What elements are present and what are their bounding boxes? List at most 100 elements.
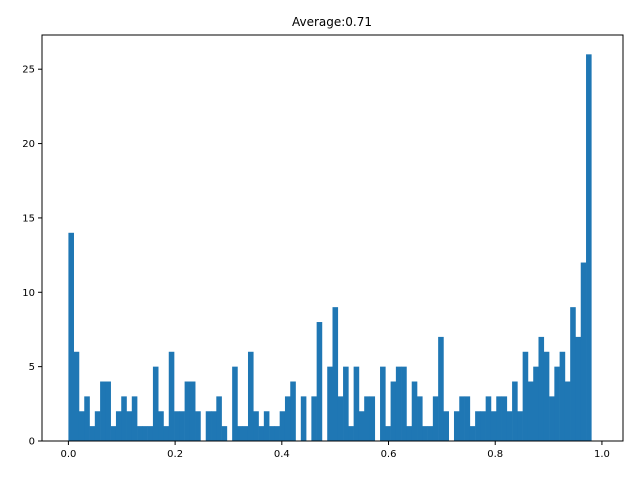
y-axis: 0 5 10 15 20 25 [22, 65, 42, 448]
histogram-bar [564, 381, 571, 441]
histogram-bar [453, 411, 460, 441]
x-tick-label: 1.0 [594, 449, 610, 460]
histogram-bar [527, 381, 534, 441]
histogram-bar [343, 366, 349, 441]
histogram-bar [279, 411, 286, 441]
histogram-bar [522, 351, 529, 441]
histogram-bar [152, 366, 159, 441]
histogram-bar [68, 232, 74, 441]
histogram-bar [464, 396, 471, 441]
histogram-bar [290, 381, 296, 441]
histogram-bar [358, 411, 365, 441]
histogram-bar [390, 381, 397, 441]
histogram-bar [517, 411, 523, 441]
histogram-bar [490, 411, 497, 441]
histogram-bar [263, 411, 270, 441]
histogram-bar [147, 426, 154, 441]
x-tick-label: 0.2 [167, 449, 183, 460]
histogram-bar [311, 396, 317, 441]
histogram-bar [369, 396, 376, 441]
histogram-bar [237, 426, 244, 441]
histogram-bar [438, 336, 444, 441]
histogram-bar [353, 366, 360, 441]
histogram-bar [247, 351, 254, 441]
x-tick-label: 0.0 [60, 449, 76, 460]
histogram-bar [184, 381, 191, 441]
histogram-bar [131, 396, 138, 441]
histogram-bar [105, 381, 111, 441]
histogram-bar [110, 426, 117, 441]
histogram-bar [89, 426, 96, 441]
y-tick-label: 10 [22, 288, 35, 299]
histogram-bar [253, 411, 259, 441]
histogram-bar [121, 396, 127, 441]
histogram-bar [475, 411, 481, 441]
histogram-bar [586, 54, 592, 441]
histogram-bar [417, 396, 423, 441]
histogram-bar [395, 366, 402, 441]
histogram-bar [364, 396, 370, 441]
histogram-bar [554, 366, 560, 441]
histogram-bar [269, 426, 275, 441]
y-tick-label: 25 [22, 65, 35, 76]
histogram-bar [242, 426, 249, 441]
histogram-bar [501, 396, 508, 441]
histogram-bar [205, 411, 212, 441]
histogram-bar [195, 411, 201, 441]
histogram-bar [496, 396, 502, 441]
x-tick-label: 0.4 [274, 449, 290, 460]
histogram-bar [337, 396, 344, 441]
histogram-bar [84, 396, 90, 441]
histogram-bar [538, 336, 545, 441]
histogram-bar [142, 426, 148, 441]
histogram-bar [174, 411, 180, 441]
plot-frame [41, 34, 624, 442]
histogram-bar [137, 426, 143, 441]
histogram-bar [406, 426, 413, 441]
histogram-bar [580, 262, 587, 441]
histogram-bar [274, 426, 280, 441]
histogram-bar [533, 366, 539, 441]
histogram-bar [570, 307, 576, 441]
histogram-bar [332, 307, 339, 441]
histogram-bar [94, 411, 101, 441]
y-tick-label: 5 [29, 362, 35, 373]
histogram-bar [158, 411, 164, 441]
histogram-bar [575, 336, 582, 441]
histogram-bar [459, 396, 465, 441]
chart-title: Average:0.71 [292, 15, 372, 29]
histogram-bar [126, 411, 133, 441]
x-tick-label: 0.6 [381, 449, 397, 460]
histogram-bar [316, 322, 323, 441]
histogram-bar [115, 411, 122, 441]
histogram-bar [179, 411, 185, 441]
histogram-bar [78, 411, 85, 441]
histogram-bar [163, 426, 170, 441]
histogram-bar [168, 351, 175, 441]
histogram-bar [327, 366, 333, 441]
histogram-bar [385, 426, 391, 441]
histogram-bar [258, 426, 265, 441]
histogram-bar [411, 381, 418, 441]
histogram-bar [469, 426, 476, 441]
histogram-bar [221, 426, 228, 441]
histogram-bar [211, 411, 217, 441]
histogram-bar [427, 426, 434, 441]
histogram-bar [380, 366, 386, 441]
histogram-bar [401, 366, 407, 441]
histogram-bar [284, 396, 291, 441]
histogram-bar [512, 381, 518, 441]
histogram-bar [348, 426, 354, 441]
histogram-bar [189, 381, 196, 441]
histogram-bar [422, 426, 428, 441]
histogram-bar [543, 351, 550, 441]
histogram-bar [506, 411, 513, 441]
histogram-bar [300, 396, 307, 441]
x-axis: 0.0 0.2 0.4 0.6 0.8 1.0 [60, 441, 610, 460]
histogram-bar [549, 396, 555, 441]
y-tick-label: 20 [22, 139, 35, 150]
histogram-bar [559, 351, 566, 441]
histogram-bar [232, 366, 238, 441]
y-tick-label: 0 [29, 437, 35, 448]
